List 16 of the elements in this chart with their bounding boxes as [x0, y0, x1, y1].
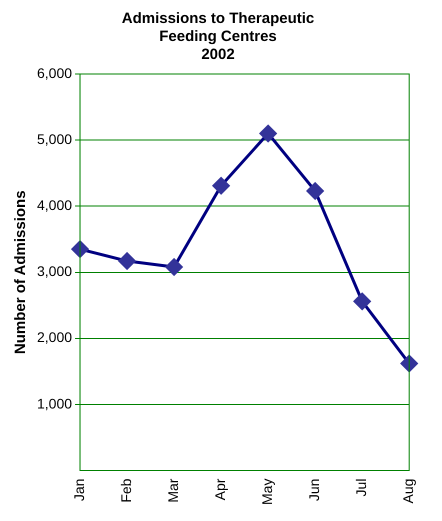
- x-tick-label: Jun: [306, 478, 322, 502]
- chart-title: Admissions to Therapeutic Feeding Centres 2002: [122, 10, 314, 64]
- x-tick-label: Mar: [164, 478, 181, 503]
- x-tick-label: Jan: [70, 478, 87, 502]
- x-tick-label: Feb: [118, 478, 134, 503]
- x-tick-label: Jul: [353, 478, 370, 496]
- y-tick-label: 2,000: [36, 329, 72, 346]
- y-tick-label: 5,000: [36, 130, 72, 147]
- y-tick-label: 1,000: [36, 395, 72, 412]
- x-tick-label: Apr: [212, 478, 228, 500]
- y-tick-label: 6,000: [36, 64, 72, 81]
- x-tick-label: May: [258, 478, 275, 506]
- y-tick-label: 4,000: [36, 197, 72, 214]
- y-axis-title: Number of Admissions: [12, 190, 30, 354]
- x-tick-label: Aug: [400, 478, 416, 504]
- y-tick-label: 3,000: [36, 263, 72, 280]
